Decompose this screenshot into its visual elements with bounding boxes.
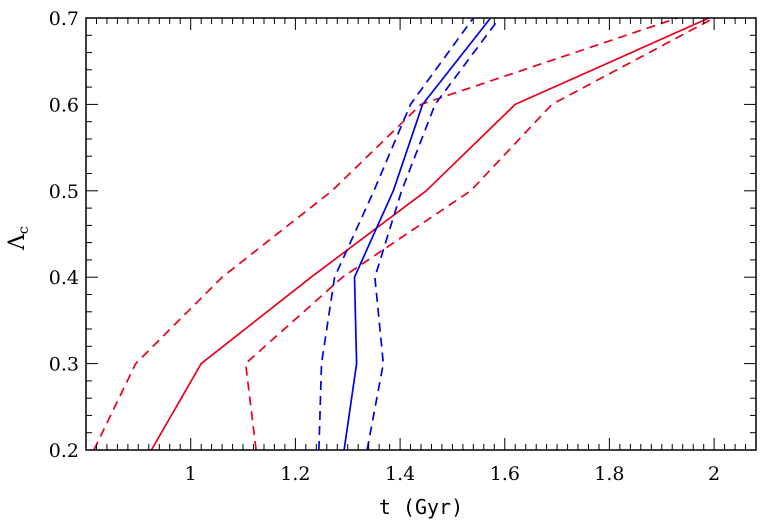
y-tick-label: 0.6 — [49, 94, 79, 116]
series-line-6 — [366, 17, 501, 451]
series-layer — [93, 17, 715, 451]
y-axis-label-main: Λ — [5, 233, 30, 251]
x-tick-label: 1.4 — [385, 463, 415, 485]
y-tick-label: 0.3 — [49, 354, 79, 376]
x-tick-labels: 1 1.2 1.4 1.6 1.8 2 — [185, 463, 720, 485]
x-axis-label: t (Gyr) — [379, 495, 463, 519]
x-tick-label: 1 — [185, 463, 197, 485]
y-tick-labels: 0.2 0.3 0.4 0.5 0.6 0.7 — [49, 8, 79, 462]
x-tick-label: 1.8 — [594, 463, 624, 485]
y-tick-label: 0.5 — [49, 181, 79, 203]
y-tick-label: 0.2 — [49, 440, 79, 462]
y-axis-label-subscript: c — [16, 226, 32, 234]
tick-marks — [85, 17, 757, 451]
series-line-3 — [244, 17, 715, 451]
series-line-5 — [318, 17, 474, 451]
x-tick-label: 2 — [708, 463, 720, 485]
y-tick-label: 0.7 — [49, 8, 79, 30]
plot-frame — [85, 17, 757, 451]
x-tick-label: 1.2 — [280, 463, 310, 485]
y-tick-label: 0.4 — [49, 267, 79, 289]
series-line-1 — [150, 17, 710, 451]
x-tick-label: 1.6 — [490, 463, 520, 485]
series-line-2 — [93, 17, 678, 451]
y-axis-label: Λc — [5, 226, 32, 251]
series-line-4 — [343, 17, 492, 451]
